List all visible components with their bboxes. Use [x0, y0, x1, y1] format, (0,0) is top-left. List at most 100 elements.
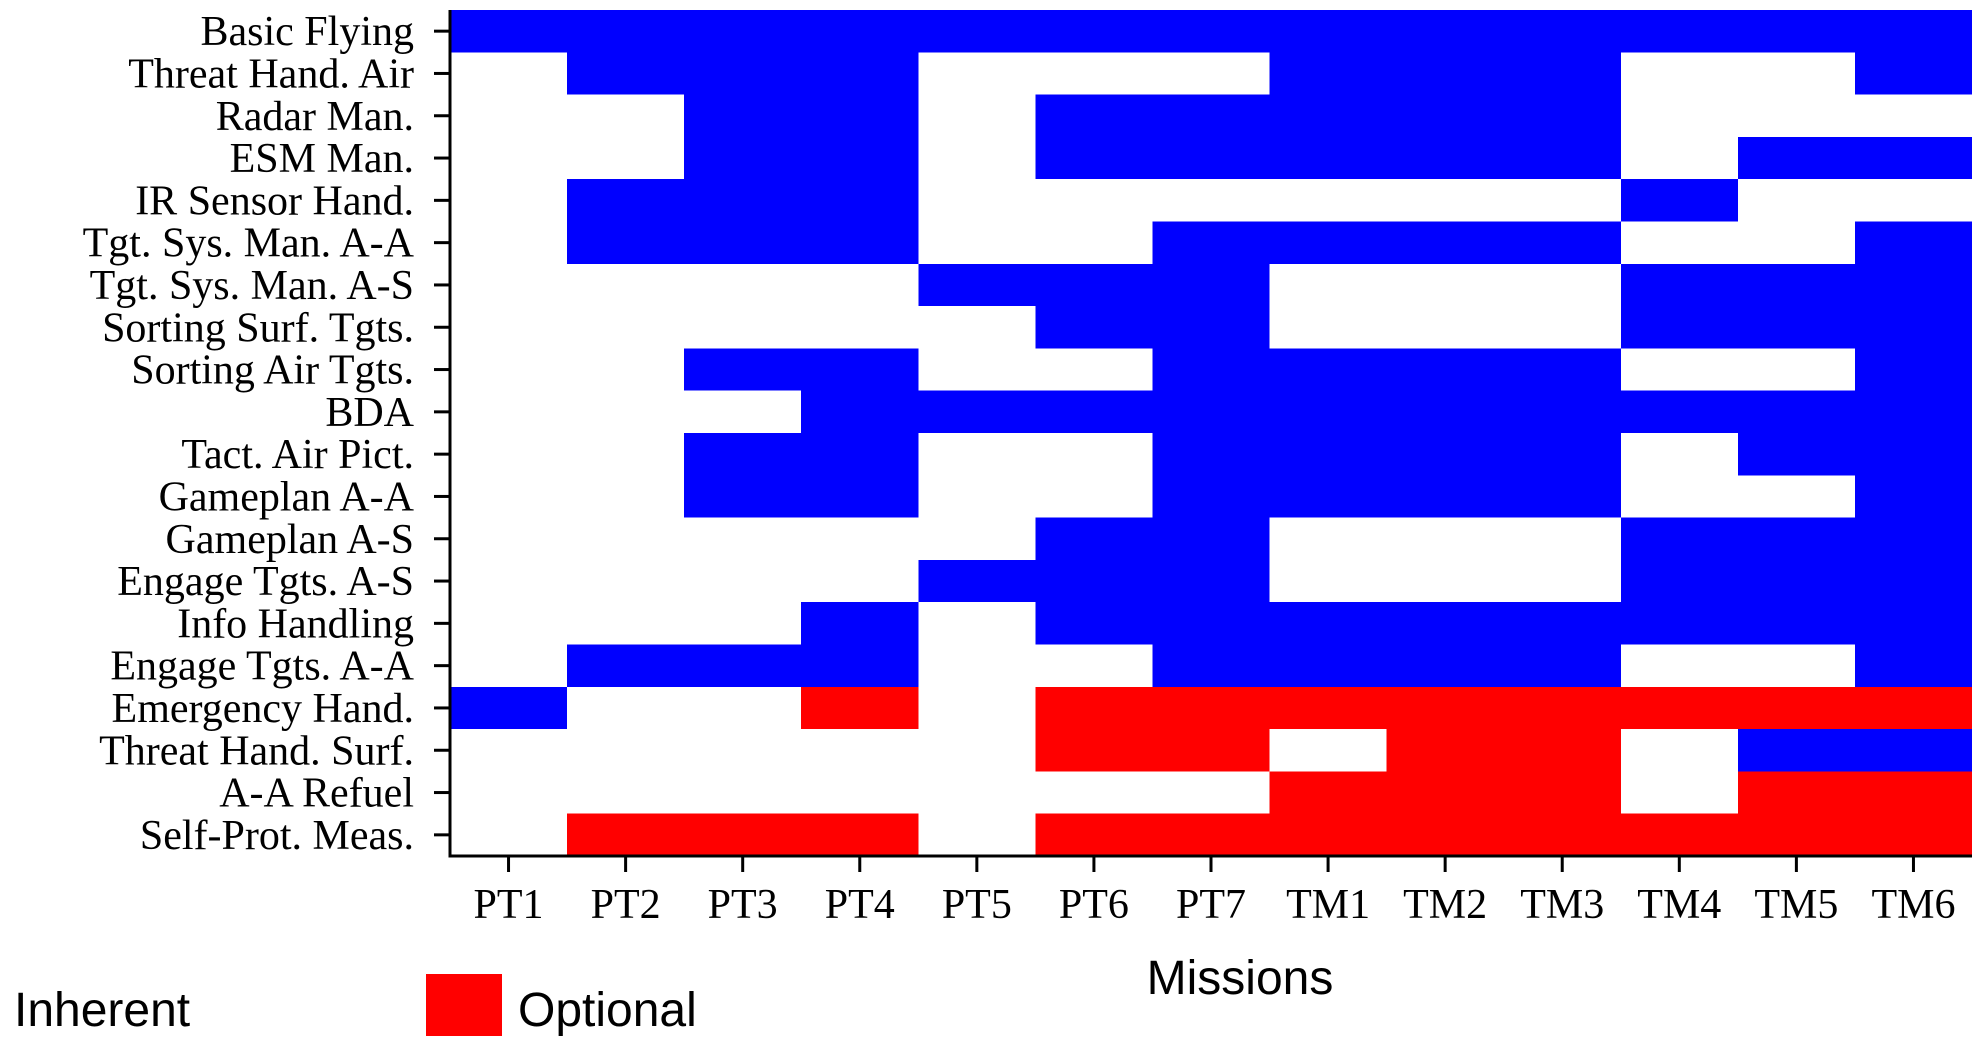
heatmap-cell	[1386, 517, 1505, 561]
heatmap-cell	[1152, 306, 1271, 349]
heatmap-cell	[1269, 475, 1388, 519]
heatmap-cell	[1386, 475, 1505, 519]
heatmap-cell	[1737, 94, 1856, 138]
heatmap-cell	[1152, 686, 1271, 730]
heatmap-cell	[918, 390, 1036, 434]
heatmap-cell	[450, 475, 568, 519]
heatmap-cell	[1035, 729, 1154, 772]
heatmap-cell	[1152, 348, 1271, 392]
heatmap-cell	[684, 813, 802, 857]
heatmap-cell	[1269, 306, 1388, 349]
heatmap-cell	[1152, 729, 1271, 772]
heatmap-cell	[1620, 306, 1739, 349]
heatmap-cell	[1269, 348, 1388, 392]
y-tick-label: ESM Man.	[230, 136, 414, 182]
heatmap-cell	[1386, 390, 1505, 434]
heatmap-cell	[450, 306, 568, 349]
heatmap-cell	[918, 94, 1036, 138]
heatmap-cell	[567, 433, 685, 476]
heatmap-cell	[1854, 771, 1972, 815]
heatmap-cell	[1737, 813, 1856, 857]
heatmap-cell	[801, 813, 919, 857]
heatmap-cell	[567, 221, 685, 265]
heatmap-cell	[1503, 813, 1622, 857]
heatmap-cell	[450, 94, 568, 138]
heatmap-cell	[1269, 813, 1388, 857]
y-tick-label: Tact. Air Pict.	[181, 432, 414, 478]
heatmap-cell	[1386, 10, 1505, 53]
heatmap-cell	[1854, 433, 1972, 476]
heatmap-cell	[1620, 52, 1739, 96]
heatmap-cell	[450, 729, 568, 772]
heatmap-cell	[450, 771, 568, 815]
heatmap-cell	[1386, 686, 1505, 730]
y-tick-label: Info Handling	[177, 601, 414, 647]
heatmap-cell	[684, 94, 802, 138]
heatmap-cell	[1386, 52, 1505, 96]
heatmap-cell	[918, 475, 1036, 519]
heatmap-cell	[801, 517, 919, 561]
heatmap-cell	[684, 348, 802, 392]
heatmap-cell	[1269, 517, 1388, 561]
heatmap-cell	[567, 263, 685, 307]
heatmap-cell	[1386, 348, 1505, 392]
heatmap-cell	[1737, 686, 1856, 730]
heatmap-cell	[684, 221, 802, 265]
y-tick-label: Gameplan A-S	[166, 517, 414, 563]
heatmap-cell	[1854, 559, 1972, 603]
heatmap-cell	[1620, 348, 1739, 392]
x-tick-label: PT3	[708, 882, 778, 928]
heatmap-cell	[1503, 263, 1622, 307]
heatmap-cell	[918, 559, 1036, 603]
legend-swatch	[426, 974, 502, 1036]
heatmap-cell	[1737, 475, 1856, 519]
y-tick-label: Engage Tgts. A-S	[117, 559, 414, 605]
heatmap-cell	[450, 52, 568, 96]
heatmap-cell	[1503, 559, 1622, 603]
heatmap-cell	[684, 729, 802, 772]
heatmap-cell	[801, 94, 919, 138]
heatmap-cell	[1035, 306, 1154, 349]
heatmap-cell	[450, 602, 568, 646]
heatmap-cell	[801, 390, 919, 434]
x-axis-title: Missions	[1147, 952, 1334, 1005]
heatmap-cell	[684, 602, 802, 646]
heatmap-cell	[1737, 263, 1856, 307]
heatmap-cell	[1737, 390, 1856, 434]
heatmap-cell	[1620, 10, 1739, 53]
heatmap-cell	[1035, 52, 1154, 96]
heatmap-cell	[1620, 729, 1739, 772]
heatmap-cell	[918, 644, 1036, 688]
heatmap-cell	[1503, 475, 1622, 519]
heatmap-cell	[1503, 348, 1622, 392]
y-tick-label: BDA	[325, 390, 414, 436]
heatmap-cell	[1854, 729, 1972, 772]
heatmap-cell	[1035, 263, 1154, 307]
y-tick-label: Emergency Hand.	[112, 686, 414, 732]
heatmap-cell	[1152, 263, 1271, 307]
heatmap-cell	[1269, 686, 1388, 730]
heatmap-cell	[918, 179, 1036, 223]
legend-label: Optional	[518, 984, 697, 1036]
heatmap-cell	[918, 348, 1036, 392]
x-tick-label: TM5	[1754, 882, 1838, 928]
heatmap-cell	[1152, 813, 1271, 857]
y-tick-label: Sorting Surf. Tgts.	[102, 305, 414, 351]
heatmap-cell	[918, 813, 1036, 857]
heatmap-cell	[1503, 94, 1622, 138]
heatmap-cell	[918, 517, 1036, 561]
heatmap-cell	[1035, 517, 1154, 561]
heatmap-cell	[801, 475, 919, 519]
heatmap-cell	[1737, 644, 1856, 688]
heatmap-cell	[1503, 221, 1622, 265]
heatmap-cell	[1854, 306, 1972, 349]
heatmap-cell	[1035, 348, 1154, 392]
heatmap-cell	[567, 517, 685, 561]
heatmap-cell	[450, 517, 568, 561]
heatmap-cell	[918, 686, 1036, 730]
y-tick-label: Gameplan A-A	[159, 474, 415, 520]
heatmap-cell	[1035, 602, 1154, 646]
heatmap-cell	[1620, 771, 1739, 815]
heatmap-cell	[1620, 433, 1739, 476]
